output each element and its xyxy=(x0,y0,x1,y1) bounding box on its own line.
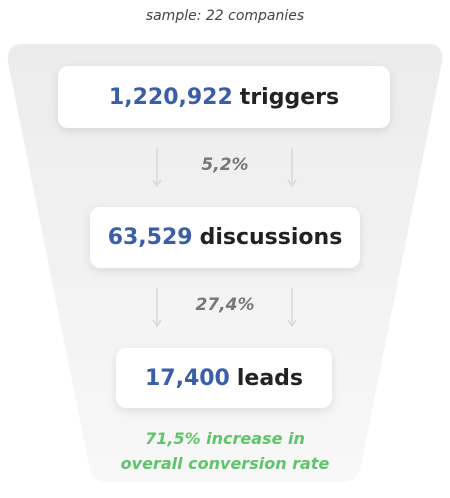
stage-card: 1,220,922 triggers xyxy=(58,66,390,128)
stage-label: triggers xyxy=(239,84,340,110)
subtitle: sample: 22 companies xyxy=(145,8,305,24)
footnote-line: 71,5% increase in xyxy=(145,429,305,448)
stage-value: 1,220,922 xyxy=(108,84,233,110)
stage-label: discussions xyxy=(199,225,343,250)
conversion-rate: 27,4% xyxy=(195,295,255,315)
stage-label: leads xyxy=(236,365,304,391)
stage-card: 17,400 leads xyxy=(116,348,332,408)
stage-value: 63,529 xyxy=(107,225,193,250)
stage-value: 17,400 xyxy=(144,365,230,391)
arrows xyxy=(152,148,297,328)
stage-card: 63,529 discussions xyxy=(90,207,360,268)
footnote-line: overall conversion rate xyxy=(120,454,330,473)
conversion-rate: 5,2% xyxy=(201,155,249,175)
